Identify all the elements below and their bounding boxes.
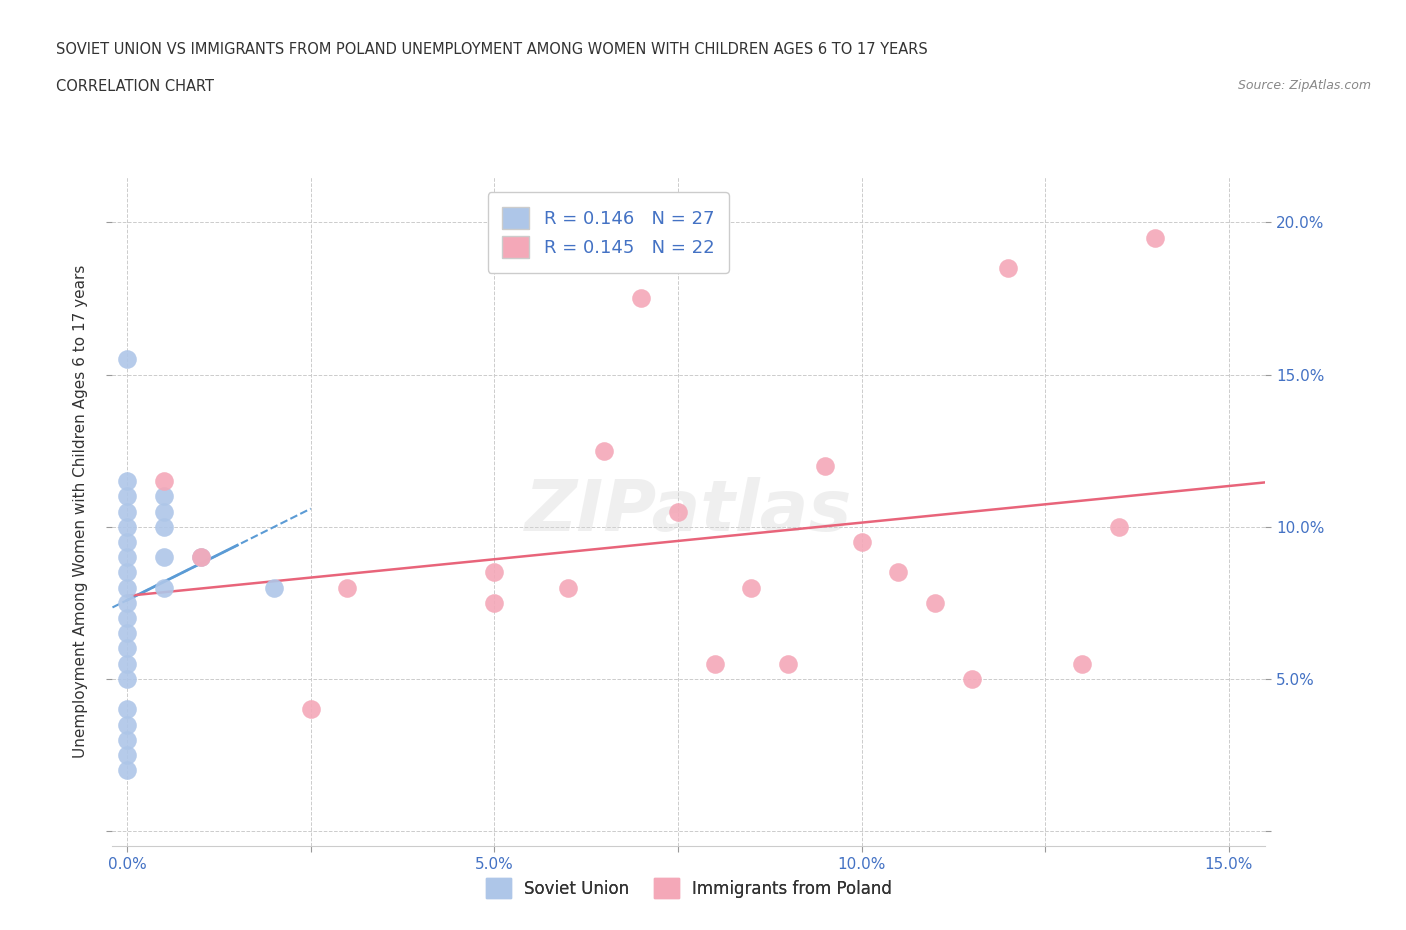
Point bbox=[153, 489, 176, 504]
Point bbox=[115, 732, 138, 747]
Point bbox=[115, 352, 138, 366]
Point bbox=[153, 473, 176, 488]
Point bbox=[997, 260, 1019, 275]
Point bbox=[115, 550, 138, 565]
Point bbox=[630, 291, 652, 306]
Point bbox=[115, 671, 138, 686]
Point bbox=[814, 458, 837, 473]
Point bbox=[851, 535, 873, 550]
Point bbox=[115, 641, 138, 656]
Point bbox=[557, 580, 579, 595]
Point bbox=[115, 748, 138, 763]
Point bbox=[153, 550, 176, 565]
Point bbox=[484, 595, 506, 610]
Point bbox=[1108, 519, 1130, 534]
Point bbox=[1144, 230, 1167, 245]
Point bbox=[778, 657, 800, 671]
Point bbox=[115, 580, 138, 595]
Text: Source: ZipAtlas.com: Source: ZipAtlas.com bbox=[1237, 79, 1371, 92]
Point bbox=[1070, 657, 1092, 671]
Point bbox=[153, 519, 176, 534]
Point bbox=[887, 565, 910, 579]
Point bbox=[190, 550, 212, 565]
Point bbox=[115, 519, 138, 534]
Text: SOVIET UNION VS IMMIGRANTS FROM POLAND UNEMPLOYMENT AMONG WOMEN WITH CHILDREN AG: SOVIET UNION VS IMMIGRANTS FROM POLAND U… bbox=[56, 42, 928, 57]
Point bbox=[115, 595, 138, 610]
Point bbox=[115, 504, 138, 519]
Point bbox=[299, 702, 322, 717]
Point bbox=[115, 702, 138, 717]
Point bbox=[924, 595, 946, 610]
Text: ZIPatlas: ZIPatlas bbox=[526, 477, 852, 546]
Point bbox=[666, 504, 689, 519]
Point bbox=[593, 444, 616, 458]
Legend: Soviet Union, Immigrants from Poland: Soviet Union, Immigrants from Poland bbox=[479, 871, 898, 905]
Point bbox=[115, 657, 138, 671]
Point bbox=[115, 535, 138, 550]
Point bbox=[263, 580, 285, 595]
Point bbox=[336, 580, 359, 595]
Point bbox=[115, 565, 138, 579]
Point bbox=[115, 473, 138, 488]
Point bbox=[115, 611, 138, 626]
Point bbox=[153, 504, 176, 519]
Point bbox=[703, 657, 725, 671]
Point bbox=[484, 565, 506, 579]
Point bbox=[115, 489, 138, 504]
Point bbox=[153, 580, 176, 595]
Y-axis label: Unemployment Among Women with Children Ages 6 to 17 years: Unemployment Among Women with Children A… bbox=[73, 265, 89, 758]
Point bbox=[115, 763, 138, 777]
Point bbox=[115, 717, 138, 732]
Text: CORRELATION CHART: CORRELATION CHART bbox=[56, 79, 214, 94]
Point bbox=[960, 671, 983, 686]
Point bbox=[740, 580, 762, 595]
Point bbox=[115, 626, 138, 641]
Point bbox=[190, 550, 212, 565]
